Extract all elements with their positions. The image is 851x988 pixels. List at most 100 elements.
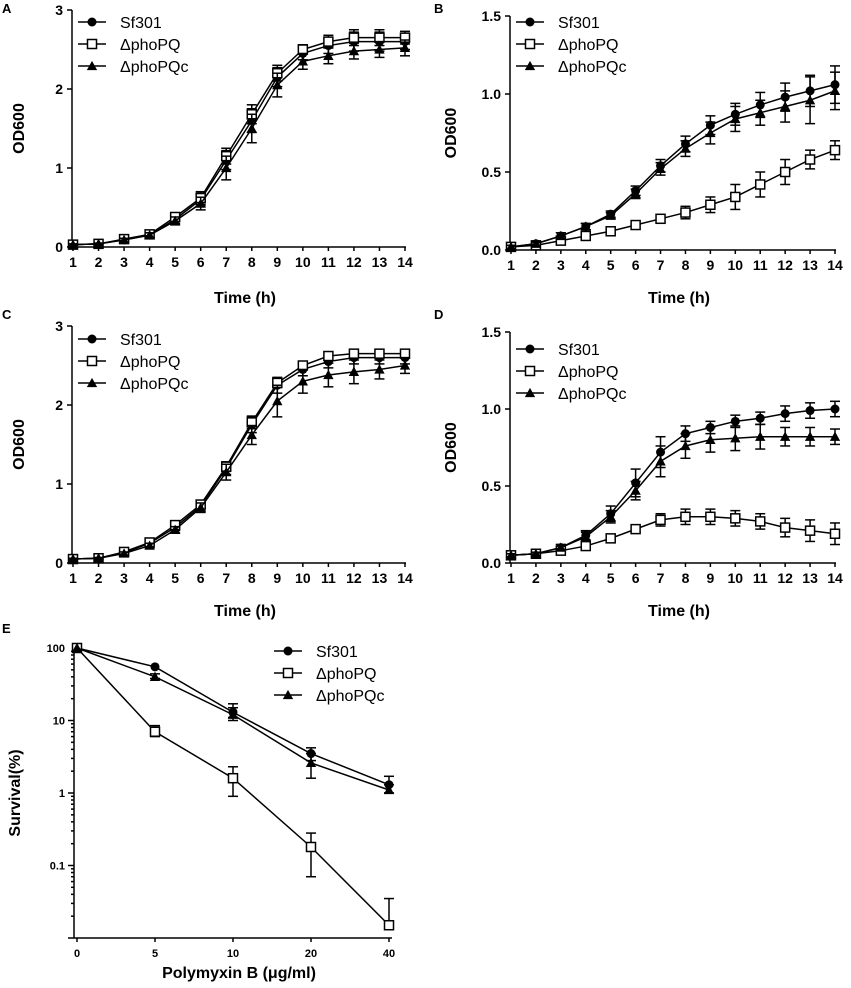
legend-label: ΔphoPQ xyxy=(120,354,181,371)
data-point xyxy=(605,511,616,521)
x-tick-label: 7 xyxy=(657,570,665,586)
series-1 xyxy=(505,508,841,561)
data-point xyxy=(655,163,666,174)
data-point xyxy=(93,553,104,563)
legend-marker xyxy=(524,365,536,377)
data-point xyxy=(399,348,411,359)
y-tick-label: 100 xyxy=(47,643,65,655)
series-line xyxy=(510,90,836,248)
data-point xyxy=(530,238,542,248)
y-tick-label: 1 xyxy=(55,160,63,176)
data-point xyxy=(383,784,395,795)
y-axis-title: OD600 xyxy=(443,422,460,473)
x-tick-label: 4 xyxy=(146,254,154,270)
legend-marker xyxy=(525,17,535,27)
legend-label: Sf301 xyxy=(316,644,358,661)
data-point xyxy=(829,528,841,539)
data-point xyxy=(530,548,542,558)
x-axis-title: Polymyxin B (μg/ml) xyxy=(162,965,316,982)
series-line xyxy=(510,408,836,557)
data-point xyxy=(227,772,239,784)
x-tick-label: 7 xyxy=(657,257,665,273)
data-point xyxy=(221,466,232,477)
x-tick-label: 6 xyxy=(632,570,640,586)
data-point xyxy=(730,416,740,426)
legend: Sf301 ΔphoPQ ΔphoPQc xyxy=(78,15,189,76)
panel-letter-e: E xyxy=(2,621,11,636)
legend-marker xyxy=(86,60,98,71)
data-point xyxy=(755,413,765,423)
data-point xyxy=(374,32,385,43)
legend-marker xyxy=(86,355,98,367)
data-point xyxy=(655,456,666,466)
x-tick-label: 4 xyxy=(582,570,590,586)
x-tick-label: 7 xyxy=(222,254,230,270)
x-axis-title: Time (h) xyxy=(214,290,276,307)
data-point xyxy=(348,366,360,376)
data-point xyxy=(705,511,716,523)
x-tick-label: 3 xyxy=(557,570,565,586)
y-tick-label: 1.0 xyxy=(482,86,502,102)
series-1 xyxy=(505,140,841,253)
data-point xyxy=(67,239,79,249)
data-point xyxy=(505,550,517,560)
x-tick-label: 20 xyxy=(305,948,317,960)
data-point xyxy=(374,348,385,359)
y-tick-label: 1 xyxy=(59,788,65,800)
data-point xyxy=(655,213,666,225)
data-point xyxy=(779,166,791,178)
data-point xyxy=(118,548,130,558)
data-point xyxy=(118,234,130,245)
series-2 xyxy=(505,71,841,252)
x-tick-label: 5 xyxy=(607,257,615,273)
legend-marker xyxy=(87,334,97,344)
series-0 xyxy=(506,400,840,560)
legend-label: Sf301 xyxy=(558,342,600,359)
data-point xyxy=(829,85,841,96)
data-point xyxy=(804,431,816,441)
data-point xyxy=(169,215,181,226)
data-point xyxy=(149,671,161,681)
data-point xyxy=(804,154,816,165)
x-tick-label: 12 xyxy=(346,254,362,270)
data-point xyxy=(374,44,385,54)
data-point xyxy=(297,360,309,371)
x-tick-label: 2 xyxy=(532,257,540,273)
data-point xyxy=(323,36,334,47)
data-point xyxy=(555,230,567,241)
x-axis-title: Time (h) xyxy=(648,603,710,620)
series-line xyxy=(72,47,406,246)
data-point xyxy=(580,221,591,231)
y-tick-label: 1.5 xyxy=(482,8,502,24)
x-tick-label: 11 xyxy=(321,254,336,270)
data-point xyxy=(830,404,840,414)
x-tick-label: 8 xyxy=(248,254,256,270)
series-1 xyxy=(71,642,395,931)
data-point xyxy=(144,229,155,240)
data-point xyxy=(169,524,181,534)
data-point xyxy=(323,50,334,60)
legend: Sf301 ΔphoPQ ΔphoPQc xyxy=(516,15,627,76)
x-tick-label: 1 xyxy=(69,570,77,586)
x-tick-label: 12 xyxy=(777,257,793,273)
x-axis-title: Time (h) xyxy=(214,603,276,620)
data-point xyxy=(779,522,791,533)
data-point xyxy=(605,226,616,237)
data-point xyxy=(297,44,309,55)
x-tick-label: 5 xyxy=(152,948,158,960)
data-point xyxy=(580,230,592,242)
x-tick-label: 13 xyxy=(802,570,818,586)
legend-marker xyxy=(86,377,98,388)
legend-marker xyxy=(282,689,294,700)
legend-marker xyxy=(87,17,97,27)
x-tick-label: 2 xyxy=(95,254,103,270)
y-tick-label: 0.5 xyxy=(482,164,502,180)
data-point xyxy=(580,540,592,552)
x-tick-label: 3 xyxy=(557,257,565,273)
data-point xyxy=(730,191,741,203)
legend-label: ΔphoPQ xyxy=(120,37,181,54)
x-tick-label: 14 xyxy=(827,570,843,586)
legend-label: ΔphoPQc xyxy=(558,59,627,76)
data-point xyxy=(399,360,411,370)
